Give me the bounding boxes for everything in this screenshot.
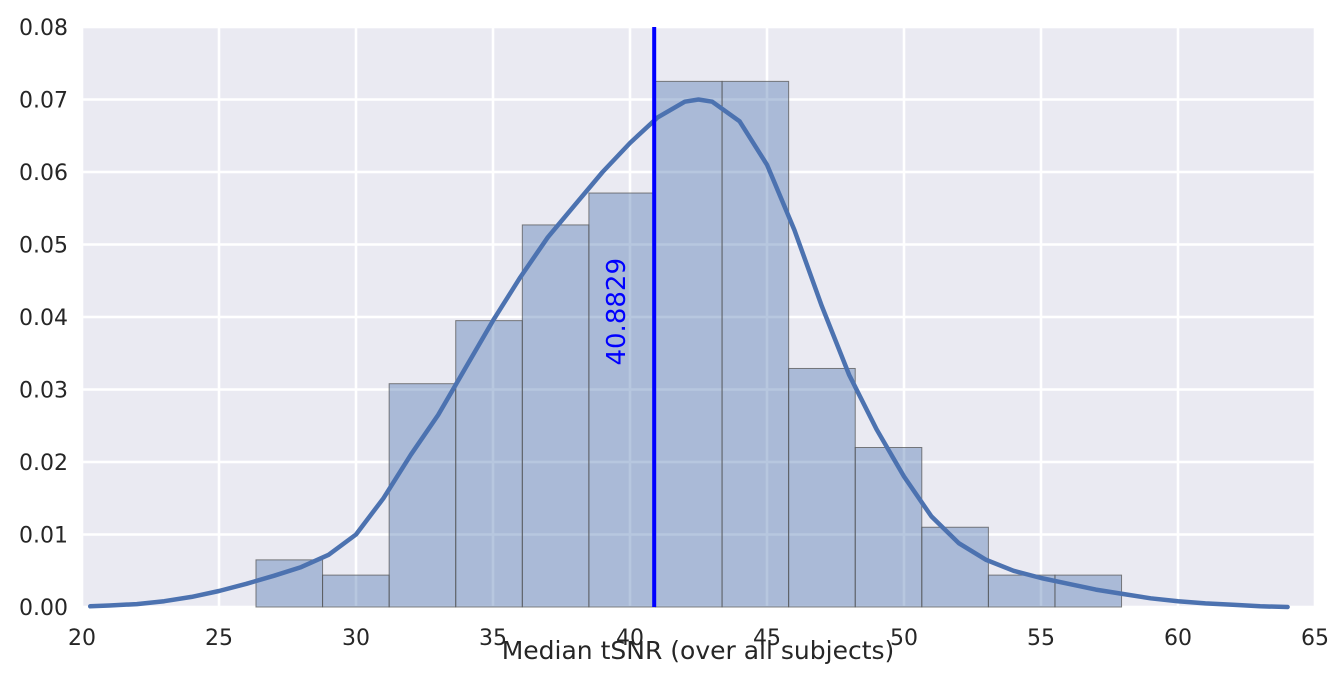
histogram-bar bbox=[388, 383, 457, 608]
x-tick-label: 40 bbox=[616, 626, 644, 651]
histogram-bar bbox=[721, 80, 790, 608]
y-tick-label: 0.03 bbox=[19, 379, 68, 404]
histogram-bar bbox=[322, 574, 390, 608]
histogram-bar bbox=[455, 320, 523, 608]
kde-curve bbox=[87, 97, 1290, 610]
y-tick-label: 0.06 bbox=[19, 161, 68, 186]
histogram-bar bbox=[788, 367, 856, 608]
histogram-bar bbox=[654, 80, 723, 608]
y-tick-label: 0.07 bbox=[19, 89, 68, 114]
x-tick-label: 60 bbox=[1164, 626, 1192, 651]
histogram-bar bbox=[255, 559, 324, 608]
median-label: 40.8829 bbox=[602, 258, 632, 366]
y-tick-label: 0.08 bbox=[19, 16, 68, 41]
x-tick-labels: 20 25 30 35 40 45 50 55 60 65 bbox=[68, 626, 1329, 651]
y-tick-label: 0.00 bbox=[19, 596, 68, 621]
y-tick-label: 0.05 bbox=[19, 234, 68, 259]
x-tick-label: 55 bbox=[1027, 626, 1055, 651]
x-tick-label: 45 bbox=[753, 626, 781, 651]
histogram-bars bbox=[255, 80, 1123, 608]
x-tick-label: 25 bbox=[205, 626, 233, 651]
y-tick-label: 0.01 bbox=[19, 524, 68, 549]
x-tick-label: 35 bbox=[479, 626, 507, 651]
x-tick-label: 65 bbox=[1301, 626, 1329, 651]
histogram-bar bbox=[854, 447, 923, 608]
x-axis-label: Median tSNR (over all subjects) bbox=[502, 636, 895, 665]
y-tick-labels: 0.00 0.01 0.02 0.03 0.04 0.05 0.06 0.07 0.08 bbox=[19, 16, 68, 621]
y-tick-label: 0.02 bbox=[19, 451, 68, 476]
histogram-bar bbox=[588, 192, 656, 608]
x-tick-label: 20 bbox=[68, 626, 96, 651]
y-tick-label: 0.04 bbox=[19, 306, 68, 331]
x-tick-label: 50 bbox=[890, 626, 918, 651]
histogram-bar bbox=[521, 224, 590, 608]
x-tick-label: 30 bbox=[342, 626, 370, 651]
